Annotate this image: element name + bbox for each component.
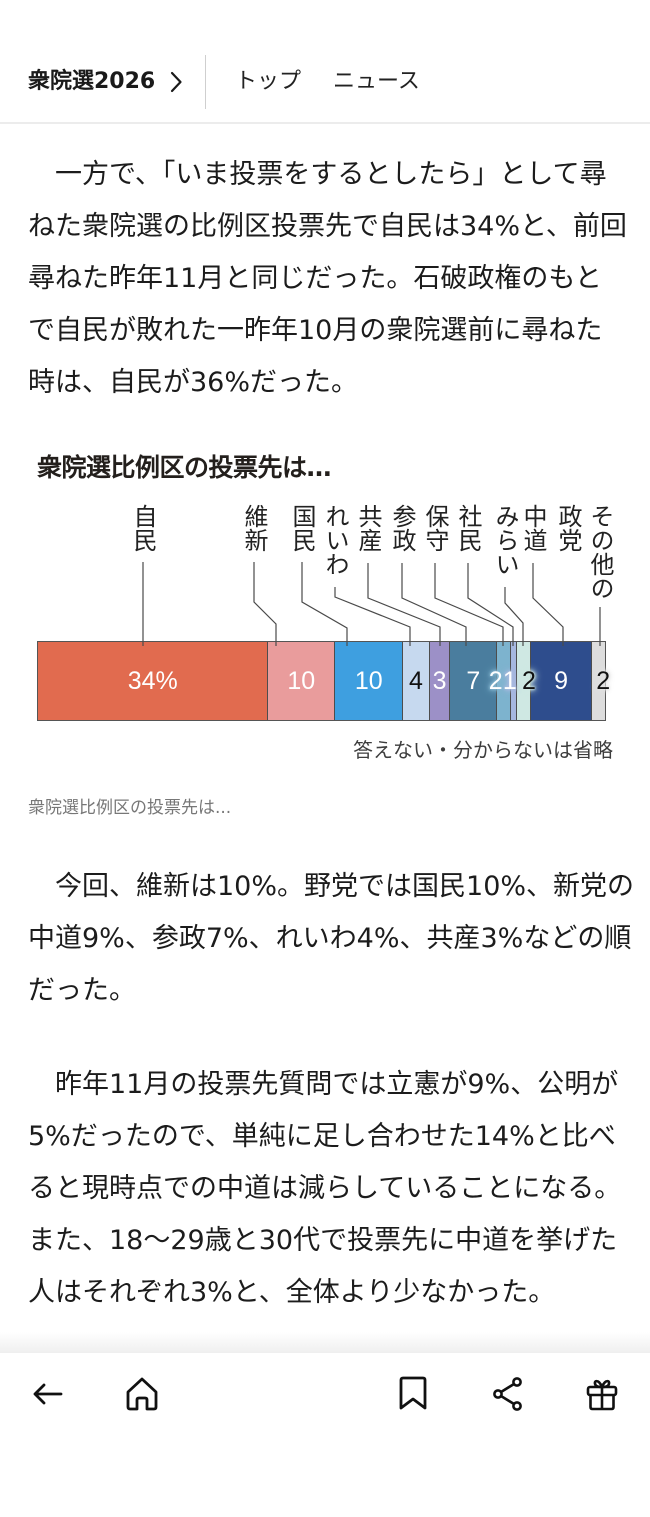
top-header: 衆院選2026 トップ ニュース	[0, 0, 650, 124]
paragraph-line: 時は、自民が36%だった。	[28, 367, 359, 398]
leader-line	[334, 587, 411, 646]
chart-note: 答えない・分からないは省略	[353, 738, 613, 762]
bar-segment	[335, 642, 403, 720]
section-link[interactable]: 衆院選2026	[28, 66, 183, 98]
party-label-ishin: 維新	[240, 504, 268, 552]
party-label-reiwa: れいわ	[321, 504, 349, 576]
bar-segment	[38, 642, 268, 720]
bar-segment	[497, 642, 511, 720]
bookmark-icon	[399, 1376, 427, 1410]
party-label-hoshu: 保守	[421, 504, 449, 552]
share-icon	[493, 1377, 522, 1411]
bar-value-label: 1	[502, 667, 517, 695]
bar-value-label: 34%	[127, 667, 178, 695]
bar-value-label: 10	[354, 667, 383, 695]
bar-value-label: 4	[409, 667, 423, 695]
paragraph-line: 昨年11月の投票先質問では立憲が9%、公明が	[28, 1069, 619, 1100]
paragraph-line: だった。	[28, 975, 136, 1006]
bar-value-label: 7	[466, 667, 481, 695]
party-label-mirai: みらい	[491, 504, 519, 576]
party-label-sanseito: 参政	[388, 504, 416, 552]
leader-line	[253, 562, 277, 646]
bar-value-label: 2	[522, 667, 536, 695]
party-label-sdp: 社民	[454, 504, 482, 552]
paragraph-line: ねた衆院選の比例区投票先で自民は34%と、前回	[28, 211, 627, 242]
bar-segment	[591, 642, 605, 720]
bar-value-label: 3	[432, 667, 447, 695]
paragraph-line: で自民が敗れた一昨年10月の衆院選前に尋ねた	[28, 315, 603, 346]
bar-segment	[267, 642, 335, 720]
gift-icon	[586, 1379, 618, 1411]
article-paragraph: 昨年11月の投票先質問では立憲が9%、公明が 5%だったので、単純に足し合わせた…	[28, 1059, 628, 1319]
bar-segment	[517, 642, 531, 720]
bar-value-label: 9	[554, 667, 569, 695]
party-label-chudo: 中道	[519, 504, 547, 552]
bar-segment	[530, 642, 592, 720]
stacked-bar: 34% 10 10 4 3 7 2 1 2 9 2	[37, 641, 610, 721]
paragraph-line: ると現時点での中道は減らしていることになる。	[28, 1173, 622, 1204]
bar-segment	[402, 642, 430, 720]
leader-line	[367, 563, 441, 646]
paragraph-line: また、18〜29歳と30代で投票先に中道を挙げた	[28, 1225, 618, 1256]
bottom-bar-shadow	[0, 1332, 650, 1353]
bookmark-button[interactable]	[395, 1376, 431, 1412]
bottom-nav-bar	[0, 1353, 650, 1517]
paragraph-line: 今回、維新は10%。野党では国民10%、新党の	[28, 871, 635, 902]
leader-line	[532, 563, 564, 646]
figure-caption: 衆院選比例区の投票先は...	[28, 798, 232, 818]
bar-segment	[510, 642, 518, 720]
article-paragraph: 今回、維新は10%。野党では国民10%、新党の 中道9%、参政7%、れいわ4%、…	[28, 861, 635, 1017]
paragraph-line: 尋ねた昨年11月と同じだった。石破政権のもと	[28, 263, 602, 294]
party-label-dpfp: 国民	[288, 504, 316, 552]
party-label-others-cont: 政党	[554, 504, 582, 552]
leader-line	[504, 587, 524, 646]
back-button[interactable]	[29, 1376, 65, 1412]
home-icon	[126, 1377, 158, 1411]
nav-news[interactable]: ニュース	[333, 69, 420, 94]
party-label-others: その他の	[586, 504, 614, 600]
party-label-jcp: 共産	[354, 504, 382, 552]
section-title: 衆院選2026	[28, 69, 156, 94]
paragraph-line: 5%だったので、単純に足し合わせた14%と比べ	[28, 1121, 616, 1152]
paragraph-line: 中道9%、参政7%、れいわ4%、共産3%などの順	[28, 923, 632, 954]
back-arrow-icon	[33, 1383, 63, 1405]
share-button[interactable]	[490, 1376, 526, 1412]
gift-button[interactable]	[584, 1376, 620, 1412]
bar-value-label: 2	[488, 667, 503, 695]
chevron-right-icon	[171, 71, 182, 93]
article-paragraph: 一方で、「いま投票をするとしたら」として尋 ねた衆院選の比例区投票先で自民は34…	[28, 149, 628, 409]
bar-segment	[449, 642, 497, 720]
leader-line	[401, 563, 467, 646]
bar-value-label: 10	[287, 667, 316, 695]
paragraph-line: 人はそれぞれ3%と、全体より少なかった。	[28, 1277, 556, 1308]
header-divider	[205, 55, 206, 109]
bar-value-labels: 34% 10 10 4 3 7 2 1 2 9 2	[38, 642, 610, 720]
bar-segment	[429, 642, 450, 720]
party-label-ldp: 自民	[129, 504, 157, 552]
paragraph-line: 一方で、「いま投票をするとしたら」として尋	[28, 159, 607, 190]
nav-top[interactable]: トップ	[235, 69, 302, 94]
home-button[interactable]	[124, 1376, 160, 1412]
chart-title: 衆院選比例区の投票先は…	[37, 453, 332, 482]
bar-value-label: 2	[596, 667, 611, 695]
